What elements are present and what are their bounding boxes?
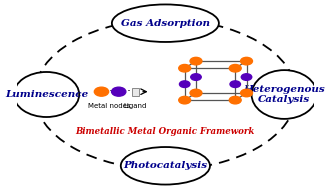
Circle shape — [190, 57, 202, 65]
Circle shape — [180, 81, 190, 88]
Text: Metal nodes: Metal nodes — [88, 103, 131, 109]
Circle shape — [191, 74, 201, 80]
Circle shape — [241, 89, 252, 97]
Text: ·: · — [109, 85, 113, 98]
Text: Gas Adsorption: Gas Adsorption — [121, 19, 210, 28]
Ellipse shape — [14, 72, 79, 117]
Text: Heterogenous
Catalysis: Heterogenous Catalysis — [244, 85, 325, 104]
Bar — [132, 88, 139, 96]
Text: Bimetallic Metal Organic Framework: Bimetallic Metal Organic Framework — [76, 127, 255, 136]
Text: Luminescence: Luminescence — [5, 90, 88, 99]
Circle shape — [241, 74, 252, 80]
Ellipse shape — [121, 147, 210, 184]
Circle shape — [241, 57, 252, 65]
Circle shape — [190, 89, 202, 97]
Circle shape — [230, 81, 241, 88]
Circle shape — [229, 64, 241, 72]
Circle shape — [229, 96, 241, 104]
Text: Photocatalysis: Photocatalysis — [123, 161, 208, 170]
Circle shape — [94, 87, 109, 96]
Circle shape — [112, 87, 126, 96]
Text: Ligand: Ligand — [124, 103, 147, 109]
Ellipse shape — [112, 5, 219, 42]
Circle shape — [179, 64, 191, 72]
Text: ·: · — [126, 85, 130, 98]
Ellipse shape — [251, 70, 317, 119]
Circle shape — [179, 96, 191, 104]
